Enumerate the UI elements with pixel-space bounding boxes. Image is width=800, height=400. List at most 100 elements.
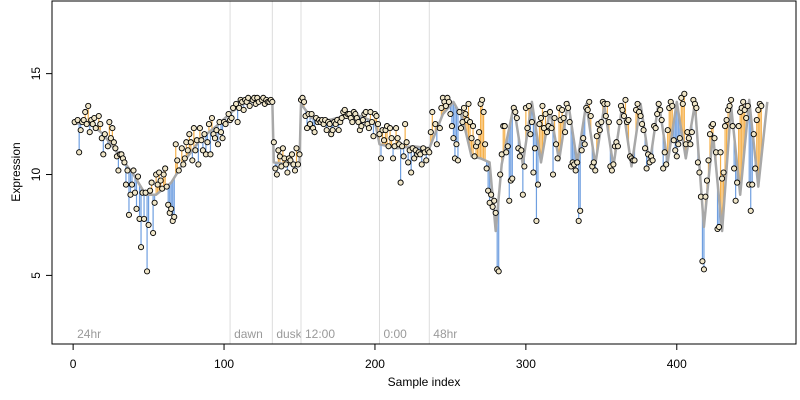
data-point: [294, 161, 302, 168]
data-point: [447, 110, 454, 118]
data-point: [329, 127, 336, 134]
data-point: [359, 116, 366, 124]
fitted-curve: [72, 98, 769, 233]
data-point: [676, 135, 683, 142]
data-point: [552, 141, 560, 148]
data-point: [531, 145, 538, 152]
data-point: [125, 211, 133, 218]
data-point: [373, 112, 380, 120]
data-point: [758, 102, 765, 109]
data-point: [528, 119, 535, 126]
y-tick-label: 15: [29, 67, 43, 81]
data-point: [658, 116, 665, 124]
y-tick-label: 10: [29, 168, 43, 182]
data-point: [466, 119, 474, 126]
data-point: [76, 149, 83, 156]
data-point: [533, 217, 540, 224]
data-point: [171, 213, 178, 220]
data-point: [530, 169, 537, 176]
data-point: [199, 147, 206, 154]
data-point: [497, 171, 504, 178]
data-point: [86, 129, 93, 136]
data-point: [744, 102, 751, 109]
data-point: [423, 157, 430, 164]
data-point: [543, 129, 551, 136]
data-point: [586, 98, 593, 105]
data-point: [694, 159, 701, 166]
data-point: [385, 143, 392, 150]
data-point: [288, 151, 296, 158]
data-point: [349, 119, 356, 126]
data-point: [717, 149, 724, 156]
data-point: [162, 165, 169, 172]
data-point: [513, 114, 520, 122]
data-point: [703, 177, 711, 184]
data-point: [673, 153, 680, 160]
data-point: [293, 145, 300, 152]
data-point: [198, 137, 205, 144]
data-point: [732, 197, 739, 204]
data-point: [85, 102, 92, 109]
data-point: [521, 163, 528, 170]
data-point: [731, 165, 738, 172]
data-point: [450, 135, 457, 142]
data-point: [664, 127, 671, 134]
data-point: [122, 181, 129, 188]
data-point: [374, 121, 382, 128]
data-point: [189, 157, 196, 164]
data-point: [172, 141, 179, 148]
x-tick-label: 100: [214, 357, 234, 371]
data-point: [719, 175, 726, 182]
data-point: [548, 125, 555, 132]
data-point: [151, 199, 158, 206]
data-point: [726, 102, 733, 109]
data-point: [137, 244, 145, 251]
data-point: [187, 139, 194, 146]
data-point: [104, 143, 111, 150]
data-point: [427, 129, 434, 136]
data-point: [148, 179, 155, 186]
data-point: [642, 145, 649, 152]
data-point: [225, 110, 232, 118]
data-point: [121, 159, 128, 166]
data-point: [157, 177, 164, 184]
phase-label: 0:00: [383, 327, 407, 341]
data-point: [524, 125, 531, 132]
data-point: [709, 121, 717, 128]
data-point: [735, 123, 742, 130]
data-point: [679, 100, 686, 107]
data-point: [272, 165, 279, 172]
data-point: [150, 229, 157, 237]
data-point: [574, 159, 581, 166]
data-point: [335, 127, 342, 134]
data-point: [144, 268, 151, 275]
data-point: [663, 161, 670, 168]
data-point: [578, 147, 585, 154]
data-point: [147, 187, 154, 194]
x-tick-label: 200: [365, 357, 385, 371]
data-point: [587, 112, 594, 120]
data-point: [580, 135, 587, 142]
data-point: [174, 157, 181, 164]
data-point: [678, 94, 685, 101]
data-point: [506, 197, 513, 204]
data-point: [559, 106, 566, 114]
data-point: [106, 119, 113, 126]
data-point: [234, 119, 241, 126]
data-point: [581, 141, 588, 148]
data-point: [222, 121, 229, 128]
data-point: [562, 129, 569, 136]
data-point: [233, 100, 240, 107]
data-point: [654, 110, 661, 118]
data-point: [181, 155, 188, 162]
data-point: [219, 135, 226, 142]
data-point: [752, 165, 759, 172]
data-point: [687, 141, 694, 148]
data-point: [572, 167, 579, 174]
data-point: [619, 106, 626, 114]
data-point: [204, 139, 211, 146]
data-point: [495, 268, 502, 275]
data-point: [685, 135, 692, 142]
data-point: [608, 167, 615, 174]
